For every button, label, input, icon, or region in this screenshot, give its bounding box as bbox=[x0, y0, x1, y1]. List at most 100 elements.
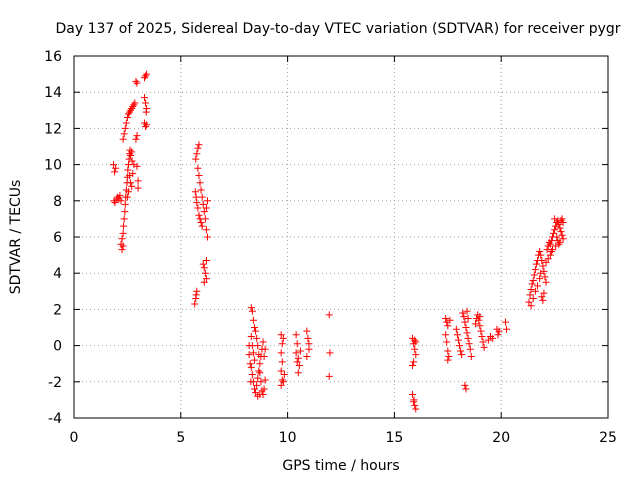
data-point bbox=[261, 345, 269, 353]
data-point bbox=[461, 318, 469, 326]
data-point bbox=[325, 311, 333, 319]
data-point bbox=[530, 271, 538, 279]
data-point bbox=[142, 72, 150, 80]
data-point bbox=[121, 200, 129, 208]
data-point bbox=[134, 184, 142, 192]
data-point bbox=[195, 141, 203, 149]
data-point bbox=[277, 331, 285, 339]
data-point bbox=[542, 258, 550, 266]
data-point bbox=[555, 220, 563, 228]
data-point bbox=[194, 144, 202, 152]
data-point bbox=[120, 215, 128, 223]
data-point bbox=[475, 316, 483, 324]
data-point bbox=[249, 316, 257, 324]
data-point bbox=[557, 228, 565, 236]
data-point bbox=[526, 291, 534, 299]
data-point bbox=[260, 385, 268, 393]
data-point bbox=[540, 289, 548, 297]
data-point bbox=[547, 247, 555, 255]
data-point bbox=[558, 231, 566, 239]
data-point bbox=[537, 269, 545, 277]
data-point bbox=[199, 260, 207, 268]
data-point bbox=[200, 278, 208, 286]
data-point bbox=[467, 352, 475, 360]
data-point bbox=[444, 347, 452, 355]
data-point bbox=[194, 204, 202, 212]
data-point bbox=[249, 349, 257, 357]
data-point bbox=[252, 389, 260, 397]
data-point bbox=[118, 235, 126, 243]
data-point bbox=[248, 307, 256, 315]
y-tick-label: 14 bbox=[44, 85, 62, 101]
y-tick-label: 16 bbox=[44, 49, 62, 65]
data-point bbox=[294, 354, 302, 362]
data-point bbox=[552, 242, 560, 250]
data-point bbox=[477, 327, 485, 335]
data-point bbox=[479, 338, 487, 346]
data-point bbox=[527, 285, 535, 293]
y-tick-label: 4 bbox=[53, 266, 62, 282]
data-point bbox=[555, 240, 563, 248]
x-tick-label: 10 bbox=[279, 430, 297, 446]
data-point bbox=[456, 342, 464, 350]
data-point bbox=[257, 378, 265, 386]
data-point bbox=[534, 282, 542, 290]
data-point bbox=[411, 401, 419, 409]
data-point bbox=[548, 246, 556, 254]
data-point bbox=[124, 110, 132, 118]
data-point bbox=[201, 269, 209, 277]
data-point bbox=[129, 103, 137, 111]
data-point bbox=[453, 331, 461, 339]
data-point bbox=[546, 251, 554, 259]
data-point bbox=[133, 132, 141, 140]
data-point bbox=[259, 338, 267, 346]
data-point bbox=[192, 155, 200, 163]
data-point bbox=[546, 240, 554, 248]
data-point bbox=[126, 146, 134, 154]
grid bbox=[74, 56, 608, 418]
data-point bbox=[525, 298, 533, 306]
data-point bbox=[131, 99, 139, 107]
data-point bbox=[551, 215, 559, 223]
data-point bbox=[246, 360, 254, 368]
data-point bbox=[410, 396, 418, 404]
data-point bbox=[292, 349, 300, 357]
data-point bbox=[198, 193, 206, 201]
data-point bbox=[132, 77, 140, 85]
data-point bbox=[127, 152, 135, 160]
data-point bbox=[466, 345, 474, 353]
data-point bbox=[457, 347, 465, 355]
data-point bbox=[247, 363, 255, 371]
data-point bbox=[278, 340, 286, 348]
data-point bbox=[248, 371, 256, 379]
data-point bbox=[201, 215, 209, 223]
data-point bbox=[119, 135, 127, 143]
data-point bbox=[412, 338, 420, 346]
data-point bbox=[279, 378, 287, 386]
data-point bbox=[293, 358, 301, 366]
data-point bbox=[123, 114, 131, 122]
data-point bbox=[279, 334, 287, 342]
data-point bbox=[120, 130, 128, 138]
data-point bbox=[458, 351, 466, 359]
data-point bbox=[444, 322, 452, 330]
data-point bbox=[277, 349, 285, 357]
x-tick-label: 20 bbox=[492, 430, 510, 446]
data-point bbox=[412, 351, 420, 359]
data-point bbox=[464, 314, 472, 322]
data-point bbox=[556, 238, 564, 246]
data-point bbox=[116, 191, 124, 199]
data-point bbox=[494, 331, 502, 339]
y-tick-label: -4 bbox=[48, 411, 62, 427]
data-point bbox=[551, 226, 559, 234]
y-tick-label: 12 bbox=[44, 121, 62, 137]
data-point bbox=[123, 193, 131, 201]
data-point bbox=[133, 79, 141, 87]
data-point bbox=[261, 376, 269, 384]
data-point bbox=[193, 199, 201, 207]
y-tick-label: 6 bbox=[53, 230, 62, 246]
data-point bbox=[295, 362, 303, 370]
data-point bbox=[198, 222, 206, 230]
x-tick-label: 5 bbox=[176, 430, 185, 446]
data-point bbox=[443, 318, 451, 326]
